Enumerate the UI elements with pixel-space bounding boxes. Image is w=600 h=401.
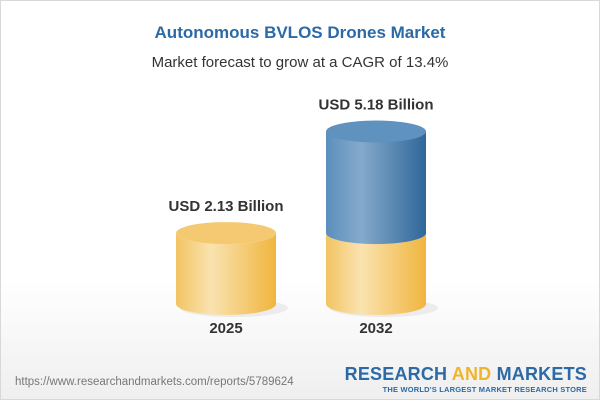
cylinder-top bbox=[326, 120, 426, 143]
cylinder-base-segment bbox=[176, 233, 276, 315]
chart-subtitle: Market forecast to grow at a CAGR of 13.… bbox=[151, 54, 449, 71]
category-label: 2032 bbox=[359, 320, 392, 337]
cylinder-base-segment bbox=[326, 233, 426, 315]
report-url[interactable]: https://www.researchandmarkets.com/repor… bbox=[15, 376, 294, 388]
data-label: USD 5.18 Billion bbox=[318, 97, 433, 114]
logo-tagline: THE WORLD'S LARGEST MARKET RESEARCH STOR… bbox=[382, 385, 587, 394]
research-and-markets-logo: RESEARCH AND MARKETS THE WORLD'S LARGEST… bbox=[344, 364, 587, 394]
data-label: USD 2.13 Billion bbox=[168, 198, 283, 215]
cylinder-growth-segment bbox=[326, 131, 426, 245]
cylinder-top bbox=[176, 222, 276, 245]
chart-title: Autonomous BVLOS Drones Market bbox=[154, 23, 446, 42]
category-label: 2025 bbox=[209, 320, 242, 337]
